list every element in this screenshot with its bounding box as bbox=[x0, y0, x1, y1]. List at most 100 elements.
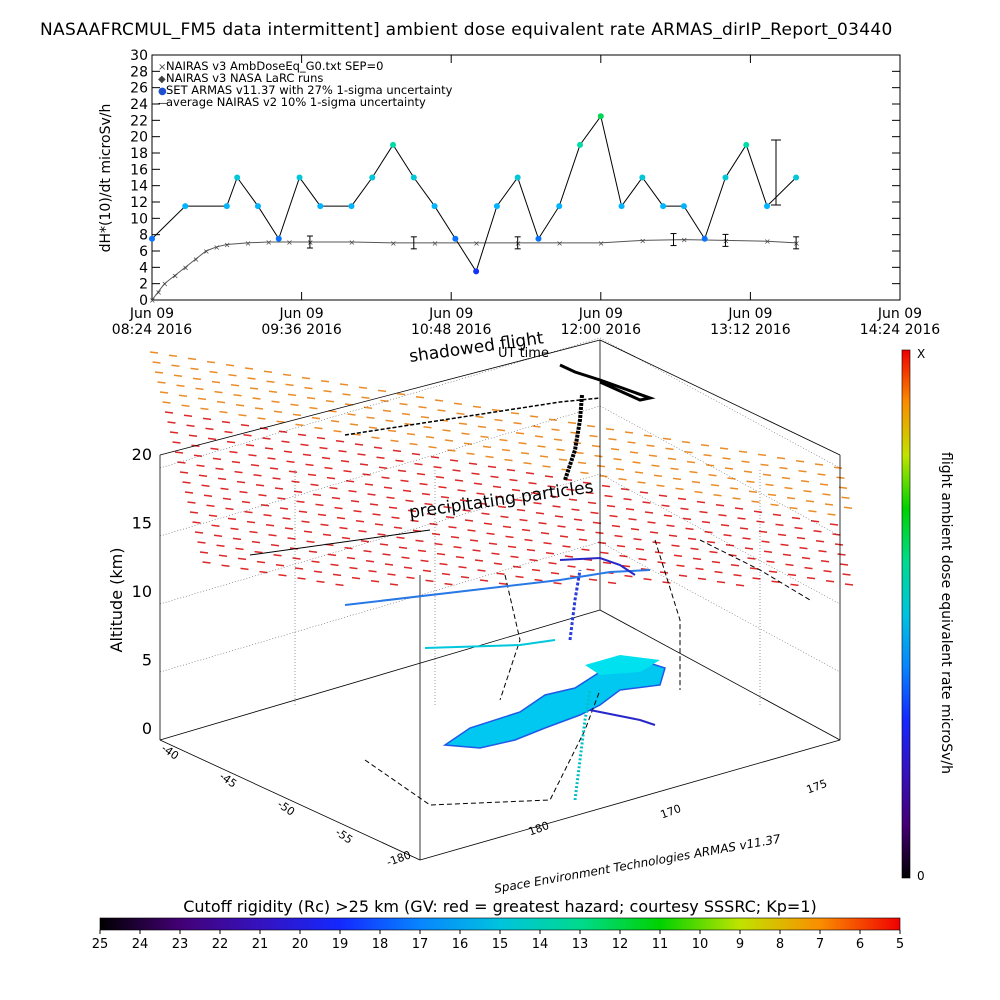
precip-dash bbox=[302, 453, 312, 457]
precip-dash bbox=[363, 406, 373, 409]
precip-dash bbox=[435, 476, 445, 479]
precip-dash bbox=[482, 445, 492, 449]
precip-dash bbox=[354, 443, 364, 446]
precip-dash bbox=[695, 567, 704, 571]
precip-dash bbox=[787, 573, 797, 577]
rigidity-tick-label: 9 bbox=[736, 937, 744, 952]
series-point-armas bbox=[149, 235, 155, 242]
rigidity-tick-label: 17 bbox=[412, 937, 429, 952]
precip-dash bbox=[358, 386, 368, 389]
precip-dash bbox=[581, 548, 590, 551]
precip-dash bbox=[822, 493, 831, 496]
series-point-armas bbox=[680, 203, 687, 210]
series-point-armas bbox=[317, 203, 324, 210]
series-point-nairas: × bbox=[193, 255, 200, 264]
precip-dash bbox=[265, 524, 275, 527]
precip-dash bbox=[605, 428, 615, 431]
precip-dash bbox=[457, 489, 466, 492]
precip-dash bbox=[591, 444, 601, 448]
precip-dash bbox=[814, 463, 824, 466]
precip-dash bbox=[425, 436, 435, 439]
precip-dash bbox=[240, 567, 249, 571]
precip-dash bbox=[777, 533, 787, 537]
precip-dash bbox=[832, 533, 841, 536]
precip-dash bbox=[199, 551, 209, 554]
precip-dash bbox=[327, 553, 337, 557]
legend-marker: ● bbox=[158, 86, 167, 97]
precip-dash bbox=[162, 401, 171, 404]
series-line-armas bbox=[151, 115, 797, 273]
precip-dash bbox=[714, 570, 723, 574]
precip-dash bbox=[437, 409, 446, 412]
precip-dash bbox=[836, 476, 845, 479]
precip-dash bbox=[343, 470, 352, 473]
precip-dash bbox=[520, 452, 530, 455]
precip-dash bbox=[316, 580, 325, 583]
precip-dash bbox=[567, 565, 576, 568]
series-point-nairas: × bbox=[224, 240, 231, 249]
precip-dash bbox=[355, 520, 365, 523]
precip-dash bbox=[295, 423, 304, 427]
flight-ground-track bbox=[654, 539, 681, 690]
y-tick-label: 4 bbox=[139, 260, 148, 276]
precip-dash bbox=[747, 557, 756, 560]
precip-dash bbox=[358, 530, 367, 533]
precip-dash bbox=[656, 484, 665, 487]
precip-dash bbox=[505, 535, 514, 539]
precip-dash bbox=[335, 440, 345, 443]
precip-dash bbox=[278, 430, 288, 433]
precip-dash bbox=[684, 450, 693, 454]
precip-dash bbox=[600, 551, 609, 555]
legend-marker: × bbox=[158, 62, 166, 73]
precip-dash bbox=[644, 511, 654, 514]
series-point-nairas: × bbox=[286, 238, 293, 247]
x-tick-time: 10:48 2016 bbox=[411, 322, 492, 338]
precip-dash bbox=[305, 463, 314, 467]
precip-dash bbox=[573, 518, 583, 521]
precip-dash bbox=[497, 505, 507, 509]
precip-dash bbox=[442, 429, 451, 432]
flight-track-altitude bbox=[344, 569, 651, 606]
altitude-tick-label: 10 bbox=[132, 582, 152, 601]
precip-dash bbox=[473, 482, 483, 485]
precip-dash bbox=[499, 438, 508, 442]
precip-dash bbox=[281, 440, 290, 443]
precip-dash bbox=[789, 506, 798, 510]
precip-dash bbox=[345, 480, 355, 483]
precip-dash bbox=[229, 450, 238, 454]
precip-dash bbox=[240, 424, 250, 427]
series-point-armas bbox=[618, 203, 625, 210]
series-point-nairas: × bbox=[473, 239, 480, 248]
precip-dash bbox=[663, 514, 673, 517]
precip-dash bbox=[227, 517, 237, 521]
precip-dash bbox=[604, 494, 613, 498]
precip-dash bbox=[363, 550, 372, 553]
series-point-nairas: × bbox=[348, 238, 355, 247]
precip-dash bbox=[422, 569, 432, 573]
precip-dash bbox=[833, 466, 843, 469]
precip-dash bbox=[336, 516, 346, 520]
precip-dash bbox=[444, 582, 453, 586]
precip-dash bbox=[629, 451, 639, 454]
y-tick-label: 30 bbox=[130, 48, 148, 64]
precip-dash bbox=[558, 458, 568, 461]
precip-dash bbox=[304, 386, 313, 390]
precip-dash bbox=[267, 457, 276, 460]
precip-dash bbox=[216, 544, 225, 547]
precip-dash bbox=[609, 514, 618, 518]
precip-dash bbox=[686, 460, 696, 464]
precip-dash bbox=[553, 582, 562, 585]
precip-dash bbox=[829, 523, 839, 526]
y-tick-label: 20 bbox=[130, 130, 148, 146]
precip-dash bbox=[795, 460, 805, 463]
precip-dash bbox=[632, 461, 641, 464]
legend-entry: SET ARMAS v11.37 with 27% 1-sigma uncert… bbox=[166, 83, 453, 97]
precip-dash bbox=[380, 399, 389, 403]
precip-dash bbox=[568, 498, 578, 501]
flight-track-altitude bbox=[589, 709, 656, 726]
precip-dash bbox=[388, 506, 398, 509]
precip-dash bbox=[624, 574, 633, 578]
precip-dash bbox=[244, 510, 253, 514]
y-tick-label: 24 bbox=[130, 97, 148, 113]
globe-frame bbox=[159, 339, 601, 456]
